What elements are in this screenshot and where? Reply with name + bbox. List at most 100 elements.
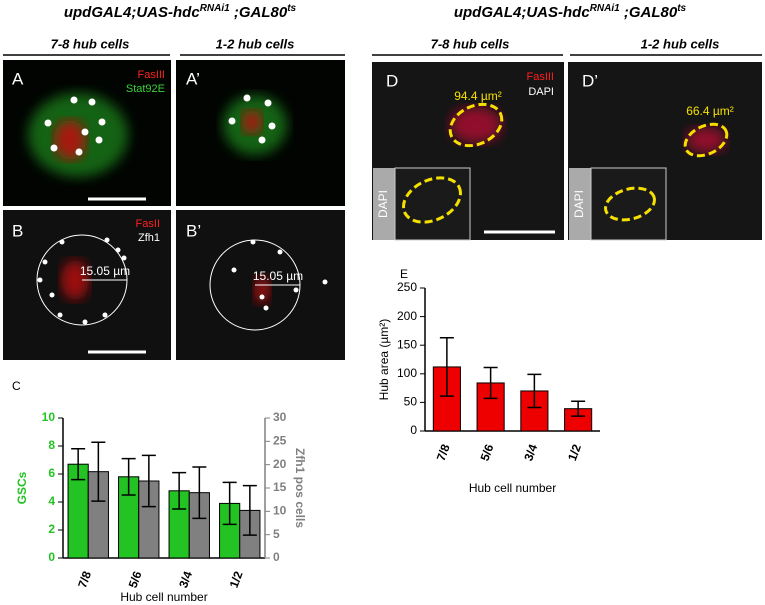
scale-text: 15.05 µm <box>253 269 303 283</box>
y-tick-label: 8 <box>48 438 55 452</box>
panel-label: A’ <box>186 69 200 88</box>
panel-label: B’ <box>186 221 201 240</box>
y2-axis-title: Zfh1 pos cells <box>293 448 307 528</box>
y2-tick-label: 15 <box>273 480 287 494</box>
x-tick-label: 7/8 <box>434 442 453 463</box>
error-bar <box>141 454 156 508</box>
title-part: updGAL4;UAS-hdc <box>454 4 590 21</box>
y-tick-label: 150 <box>397 337 417 351</box>
x-axis-title: Hub cell number <box>120 590 207 604</box>
y-tick-label: 2 <box>48 522 55 536</box>
column-label: 1-2 hub cells <box>216 36 295 51</box>
right-title: updGAL4;UAS-hdcRNAi1 ;GAL80ts <box>454 3 687 21</box>
x-tick-label: 5/6 <box>478 442 497 463</box>
stain-label: FasIII <box>526 71 554 83</box>
title-sup: ts <box>287 3 296 14</box>
y-axis-title: Hub area (µm²) <box>377 319 391 401</box>
title-sup: RNAi1 <box>200 3 230 14</box>
inset-label: DAPI <box>572 190 586 218</box>
stain <box>686 127 726 153</box>
x-tick-label: 3/4 <box>521 442 540 463</box>
title-sup: ts <box>677 3 686 14</box>
dots <box>44 96 106 156</box>
y-tick-label: 200 <box>397 309 417 323</box>
inset-tab <box>373 168 395 240</box>
stain-label: FasII <box>136 218 160 230</box>
title-sup: RNAi1 <box>590 3 620 14</box>
error-bar <box>483 366 498 400</box>
area-label: 66.4 µm² <box>686 104 734 118</box>
stain-label: Zfh1 <box>138 232 160 244</box>
dots <box>37 237 127 325</box>
x-tick-label: 3/4 <box>176 569 195 590</box>
x-axis-title: Hub cell number <box>469 481 556 495</box>
column-label: 1-2 hub cells <box>641 36 720 51</box>
stain <box>254 276 270 304</box>
error-bar <box>172 471 187 510</box>
panel-label: C <box>12 379 21 393</box>
y-tick-label: 250 <box>397 280 417 294</box>
y2-tick-label: 20 <box>273 457 287 471</box>
panel-d: DAPI 94.4 µm² D FasIII DAPI <box>372 62 564 241</box>
area-label: 94.4 µm² <box>454 89 502 103</box>
inset-outline <box>402 176 462 224</box>
y2-tick-label: 25 <box>273 434 287 448</box>
hub-outline <box>448 102 504 148</box>
panel-a: A FasIII Stat92E <box>3 60 171 206</box>
stain-label: FasIII <box>137 69 165 81</box>
x-tick-label: 1/2 <box>565 442 584 463</box>
panel-label: D’ <box>582 71 598 90</box>
x-tick-label: 1/2 <box>227 569 246 590</box>
stain-label: Stat92E <box>126 83 165 95</box>
y2-tick-label: 30 <box>273 410 287 424</box>
error-bar <box>121 457 136 496</box>
inset-outline <box>604 186 656 222</box>
panel-a-prime: A’ <box>176 60 345 206</box>
y2-tick-label: 10 <box>273 504 287 518</box>
y-axis-title: GSCs <box>15 471 29 504</box>
stain <box>242 110 262 134</box>
panel-b: 15.05 µm B FasII Zfh1 <box>3 210 171 360</box>
dots <box>228 94 276 144</box>
y-tick-label: 0 <box>48 550 55 564</box>
y2-tick-label: 0 <box>273 550 280 564</box>
left-title: updGAL4;UAS-hdcRNAi1 ;GAL80ts <box>64 3 297 21</box>
title-part: ;GAL80 <box>230 4 288 21</box>
y-tick-label: 6 <box>48 466 55 480</box>
x-tick-label: 7/8 <box>75 569 94 590</box>
stain <box>61 260 89 300</box>
panel-label: A <box>12 69 24 88</box>
y-tick-label: 0 <box>410 423 417 437</box>
error-bar <box>91 441 106 502</box>
error-bar <box>222 481 237 526</box>
y-tick-label: 10 <box>42 410 56 424</box>
y-tick-label: 50 <box>404 395 418 409</box>
panel-label: B <box>12 221 23 240</box>
error-bar <box>571 400 586 417</box>
hub-outline <box>683 122 729 158</box>
stain <box>450 107 502 143</box>
column-label: 7-8 hub cells <box>431 36 510 51</box>
inset-label: DAPI <box>376 190 390 218</box>
panel-d-prime: DAPI 66.4 µm² D’ <box>568 62 762 241</box>
stain-label: DAPI <box>528 86 554 98</box>
dots <box>231 239 328 311</box>
x-tick-label: 5/6 <box>126 569 145 590</box>
panel-b-prime: 15.05 µm B’ <box>176 210 345 360</box>
column-label: 7-8 hub cells <box>51 36 130 51</box>
y2-tick-label: 5 <box>273 527 280 541</box>
panel-label: D <box>386 71 398 90</box>
error-bar <box>527 373 542 409</box>
scale-text: 15.05 µm <box>80 264 130 278</box>
y-tick-label: 4 <box>48 494 55 508</box>
title-part: ;GAL80 <box>620 4 678 21</box>
error-bar <box>242 484 257 536</box>
error-bar <box>439 337 454 397</box>
y-tick-label: 100 <box>397 366 417 380</box>
panel-label: E <box>400 267 408 281</box>
error-bar <box>71 448 86 481</box>
title-part: updGAL4;UAS-hdc <box>64 4 200 21</box>
error-bar <box>192 466 207 520</box>
inset-tab <box>569 168 591 240</box>
